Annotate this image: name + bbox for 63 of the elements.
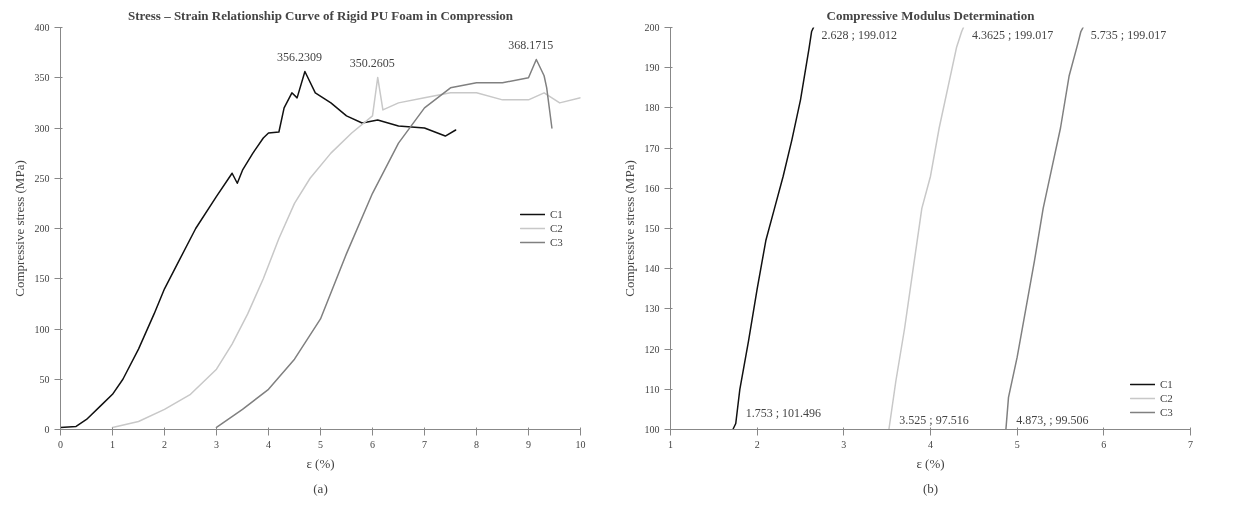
annotation: 4.3625 ; 199.017 — [971, 28, 1054, 43]
x-tick-label: 7 — [1188, 438, 1193, 450]
x-tick-label: 3 — [841, 438, 847, 450]
x-tick-label: 10 — [575, 438, 586, 450]
y-axis-title: Compressive stress (MPa) — [621, 160, 637, 297]
annotation: 368.1715 — [508, 38, 554, 53]
y-tick-label: 200 — [644, 22, 660, 33]
x-tick-label: 2 — [754, 438, 760, 450]
chart-title: Compressive Modulus Determination — [826, 7, 1036, 23]
annotation: 1.753 ; 101.496 — [745, 406, 822, 421]
x-tick-label: 5 — [1014, 438, 1020, 450]
y-tick-label: 100 — [34, 323, 50, 335]
x-tick-label: 5 — [318, 438, 323, 450]
line-series — [111, 76, 581, 429]
annotation: 5.735 ; 199.017 — [1090, 28, 1167, 43]
x-tick-label: 6 — [1101, 438, 1107, 450]
x-tick-label: 3 — [214, 438, 219, 450]
x-tick-label: 1 — [668, 438, 673, 450]
legend-label: C1 — [550, 207, 564, 221]
line-series — [60, 70, 457, 429]
x-tick-label: 2 — [162, 438, 167, 450]
annotation: 356.2309 — [276, 50, 322, 65]
y-tick-label: 100 — [644, 424, 660, 435]
legend-label: C3 — [550, 235, 564, 249]
legend-label: C2 — [550, 221, 564, 235]
y-tick-label: 150 — [34, 273, 50, 285]
y-tick-label: 200 — [34, 223, 50, 234]
y-tick-label: 300 — [34, 122, 50, 134]
y-tick-label: 160 — [644, 182, 660, 194]
y-tick-label: 170 — [644, 142, 660, 154]
y-tick-label: 0 — [44, 424, 50, 435]
chart-title: Stress – Strain Relationship Curve of Rigid PU Foam in Compression — [127, 7, 514, 23]
y-tick-label: 250 — [34, 172, 50, 184]
y-tick-label: 50 — [39, 373, 50, 385]
x-tick-label: 0 — [58, 438, 63, 450]
y-axis-title: Compressive stress (MPa) — [11, 160, 27, 297]
annotation: 4.873, ; 99.506 — [1016, 412, 1089, 427]
annotation: 2.628 ; 199.012 — [821, 28, 897, 43]
x-tick-label: 8 — [474, 438, 479, 450]
x-tick-label: 6 — [370, 438, 375, 450]
y-tick-label: 120 — [644, 343, 660, 355]
y-tick-label: 190 — [644, 62, 660, 74]
y-tick-label: 140 — [644, 263, 660, 275]
x-axis-title: ε (%) — [306, 455, 335, 471]
annotation: 350.2605 — [349, 56, 395, 71]
y-tick-label: 180 — [644, 102, 660, 114]
text: (a) — [313, 480, 328, 496]
y-tick-label: 130 — [644, 303, 660, 315]
y-tick-label: 400 — [34, 22, 50, 33]
y-tick-label: 150 — [644, 223, 660, 234]
y-tick-label: 350 — [34, 72, 50, 84]
legend-label: C2 — [1160, 391, 1174, 405]
x-tick-label: 1 — [110, 438, 115, 450]
annotation: 3.525 ; 97.516 — [899, 412, 969, 427]
x-tick-label: 9 — [526, 438, 531, 450]
x-tick-label: 4 — [266, 438, 271, 450]
y-tick-label: 110 — [644, 383, 660, 395]
x-tick-label: 4 — [928, 438, 933, 450]
x-tick-label: 7 — [422, 438, 427, 450]
x-axis-title: ε (%) — [916, 455, 945, 471]
legend-label: C1 — [1160, 377, 1174, 391]
legend-label: C3 — [1160, 405, 1174, 419]
text: (b) — [922, 480, 939, 496]
